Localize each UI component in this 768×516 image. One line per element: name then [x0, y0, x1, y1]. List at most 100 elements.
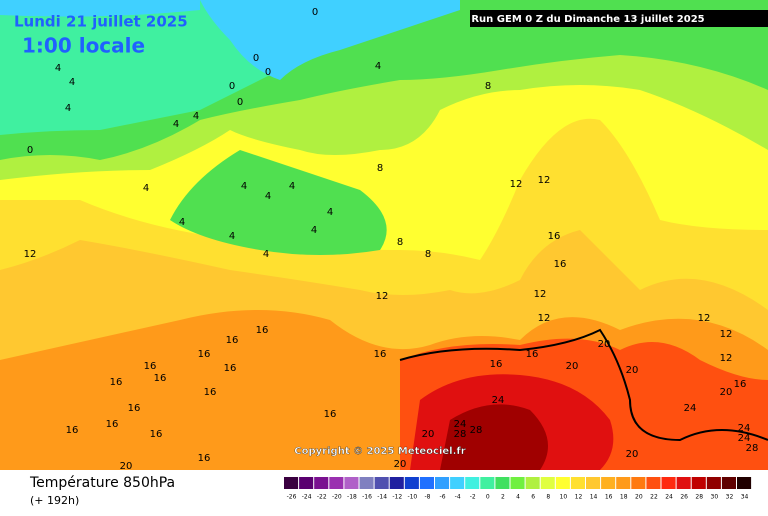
- colorbar-label: 34: [741, 494, 749, 501]
- contour-label: 12: [510, 179, 523, 190]
- contour-label: 28: [454, 429, 467, 440]
- colorbar-label: 10: [560, 494, 568, 501]
- contour-label: 20: [626, 365, 639, 376]
- contour-label: 20: [626, 449, 639, 460]
- footer-lead: (+ 192h): [30, 494, 79, 507]
- zone: [0, 0, 200, 17]
- contour-label: 16: [128, 403, 141, 414]
- colorbar-label: -6: [440, 494, 446, 501]
- contour-label: 4: [265, 191, 271, 202]
- colorbar-label: 30: [711, 494, 719, 501]
- colorbar-label: -8: [424, 494, 430, 501]
- colorbar-swatch: [601, 477, 616, 489]
- colorbar-label: 16: [605, 494, 613, 501]
- contour-label: 4: [69, 77, 75, 88]
- colorbar-label: -2: [470, 494, 476, 501]
- colorbar-swatch: [329, 477, 344, 489]
- colorbar-label: 22: [650, 494, 658, 501]
- colorbar-swatch: [691, 477, 706, 489]
- colorbar-swatch: [540, 477, 555, 489]
- contour-label: 16: [256, 325, 269, 336]
- coastline: [399, 328, 768, 442]
- zone: [200, 0, 460, 80]
- contour-label: 16: [324, 409, 337, 420]
- contour-label: 12: [24, 249, 37, 260]
- contour-label: 24: [738, 433, 751, 444]
- colorbar-swatch: [284, 477, 299, 489]
- contour-label: 4: [241, 181, 247, 192]
- contour-label: 4: [65, 103, 71, 114]
- contour-label: 4: [193, 111, 199, 122]
- contour-label: 16: [226, 335, 239, 346]
- colorbar-swatch: [661, 477, 676, 489]
- zone: [170, 150, 387, 255]
- contour-label: 4: [289, 181, 295, 192]
- colorbar-swatch: [510, 477, 525, 489]
- contour-label: 4: [173, 119, 179, 130]
- contour-label: 16: [224, 363, 237, 374]
- colorbar-swatch: [525, 477, 540, 489]
- colorbar-label: -24: [302, 494, 312, 501]
- colorbar-swatch: [314, 477, 329, 489]
- colorbar-swatch: [706, 477, 721, 489]
- colorbar-label: -10: [407, 494, 417, 501]
- colorbar-label: 32: [726, 494, 734, 501]
- contour-label: 16: [144, 361, 157, 372]
- contour-label: 4: [327, 207, 333, 218]
- colorbar-swatch: [631, 477, 646, 489]
- colorbar-label: 18: [620, 494, 628, 501]
- contour-label: 20: [566, 361, 579, 372]
- contour-label: 16: [66, 425, 79, 436]
- contour-label: 20: [394, 459, 407, 470]
- footer-title: Température 850hPa: [29, 475, 175, 491]
- colorbar-label: 12: [575, 494, 583, 501]
- run: Run GEM 0 Z du Dimanche 13 juillet 2025: [471, 14, 704, 25]
- contour-label: 12: [720, 329, 733, 340]
- colorbar-label: 28: [695, 494, 703, 501]
- contour-label: 28: [470, 425, 483, 436]
- colorbar-label: 26: [680, 494, 688, 501]
- contour-label: 16: [106, 419, 119, 430]
- contour-label: 12: [538, 175, 551, 186]
- colorbar-label: 8: [546, 494, 550, 501]
- colorbar: -26 -24 -22 -20 -18 -16 -14 -12 -10 -8 -6 -4 -2 0 2 4 6 8…: [284, 477, 752, 501]
- contour-label: 20: [120, 461, 133, 472]
- colorbar-swatch: [465, 477, 480, 489]
- contour-label: 4: [179, 217, 185, 228]
- contour-label: 0: [253, 53, 259, 64]
- contour-label: 12: [376, 291, 389, 302]
- colorbar-label: -16: [362, 494, 372, 501]
- colorbar-swatch: [299, 477, 314, 489]
- contour-label: 4: [55, 63, 61, 74]
- colorbar-label: -26: [287, 494, 297, 501]
- contour-label: 16: [374, 349, 387, 360]
- colorbar-label: -18: [347, 494, 357, 501]
- contour-label: 20: [598, 339, 611, 350]
- colorbar-swatch: [404, 477, 419, 489]
- contour-label: 8: [485, 81, 491, 92]
- contour-label: 16: [554, 259, 567, 270]
- contour-label: 4: [375, 61, 381, 72]
- colorbar-swatch: [450, 477, 465, 489]
- contour-label: 12: [534, 289, 547, 300]
- contour-label: 16: [150, 429, 163, 440]
- colorbar-swatch: [389, 477, 404, 489]
- run-box: [470, 10, 768, 27]
- contour-label: 16: [526, 349, 539, 360]
- colorbar-swatch: [570, 477, 585, 489]
- contour-label: 4: [311, 225, 317, 236]
- contour-label: 16: [204, 387, 217, 398]
- colorbar-swatch: [737, 477, 752, 489]
- contour-label: 8: [397, 237, 403, 248]
- colorbar-swatch: [646, 477, 661, 489]
- contour-label: 16: [110, 377, 123, 388]
- contour-label: 8: [377, 163, 383, 174]
- contour-label: 24: [454, 419, 467, 430]
- contour-label: 0: [265, 67, 271, 78]
- colorbar-label: 0: [486, 494, 490, 501]
- contour-label: 12: [538, 313, 551, 324]
- contour-label: 0: [229, 81, 235, 92]
- colorbar-label: -14: [377, 494, 387, 501]
